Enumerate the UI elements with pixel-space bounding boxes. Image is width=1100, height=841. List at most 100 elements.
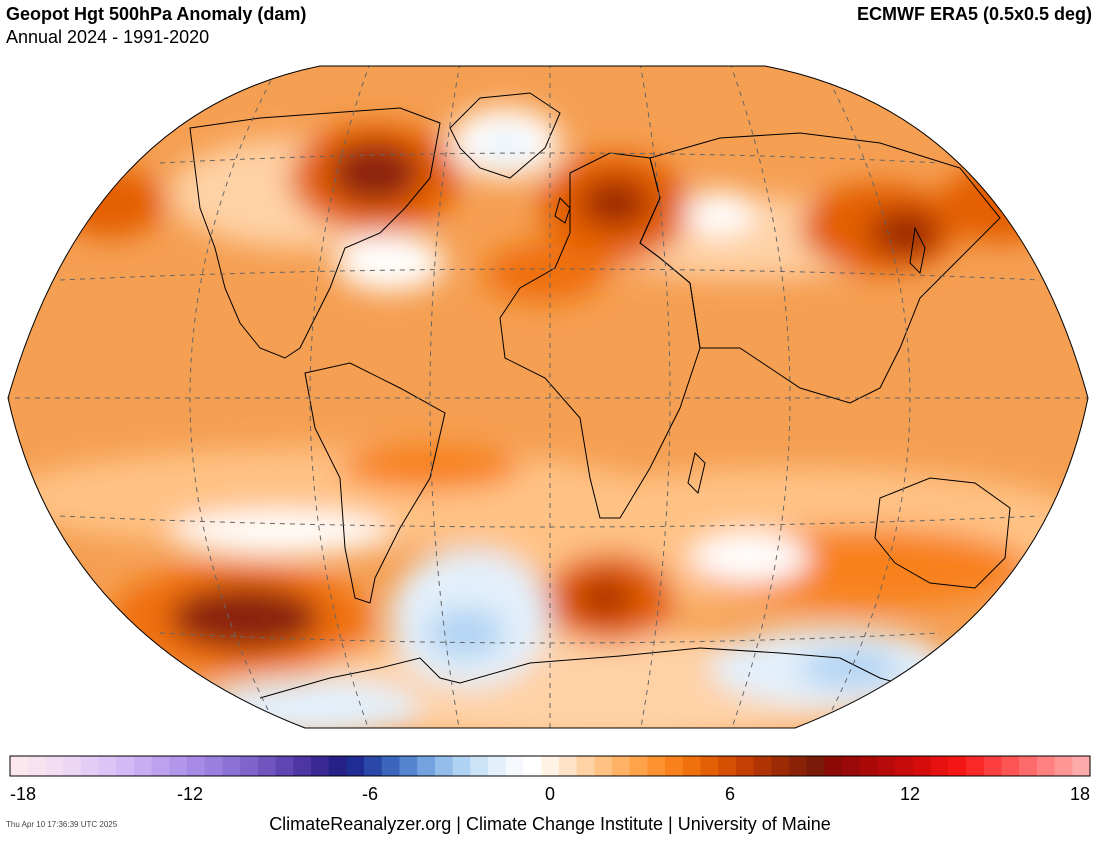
colorbar-swatch xyxy=(328,756,347,776)
colorbar-swatch xyxy=(187,756,206,776)
anomaly-western-siberia xyxy=(685,191,755,235)
colorbar-swatch xyxy=(275,756,294,776)
colorbar-swatch xyxy=(842,756,861,776)
credits-text: ClimateReanalyzer.org | Climate Change I… xyxy=(269,814,831,834)
south-america-outline xyxy=(304,362,446,604)
colorbar-swatch xyxy=(364,756,383,776)
colorbar-tick-label: 12 xyxy=(900,784,920,804)
australia-outline xyxy=(874,477,1011,589)
graticule xyxy=(8,66,1088,728)
colorbar-swatch xyxy=(1001,756,1020,776)
colorbar-swatch xyxy=(647,756,666,776)
colorbar-swatch xyxy=(240,756,259,776)
colorbar-swatch xyxy=(523,756,542,776)
anomaly-ross-sea-core xyxy=(800,648,900,688)
meridian-line xyxy=(729,66,791,728)
new-zealand-outline xyxy=(1014,576,1036,619)
madagascar-outline xyxy=(687,452,706,494)
colorbar-swatch xyxy=(1019,756,1038,776)
colorbar-swatch xyxy=(257,756,277,776)
colorbar-swatch xyxy=(434,756,454,776)
colorbar-tick-label: 18 xyxy=(1070,784,1090,804)
colorbar-swatch xyxy=(771,756,790,776)
anomaly-map xyxy=(7,65,1089,729)
anomaly-northern-europe-core xyxy=(580,178,650,228)
colorbar-swatch xyxy=(735,756,755,776)
colorbar-swatch xyxy=(983,756,1003,776)
colorbar-frame xyxy=(9,755,1091,777)
colorbar-swatch xyxy=(133,756,153,776)
colorbar-swatch xyxy=(505,756,525,776)
colorbar-tick-label: 0 xyxy=(545,784,555,804)
colorbar-swatch xyxy=(488,756,507,776)
greenland-outline xyxy=(449,92,561,179)
colorbar-swatch xyxy=(80,756,100,776)
meridian-line xyxy=(189,66,281,728)
colorbar-swatch xyxy=(895,756,914,776)
colorbar-swatch xyxy=(912,756,932,776)
colorbar-swatch xyxy=(576,756,595,776)
colorbar-swatch xyxy=(665,756,684,776)
anomaly-mediterranean xyxy=(485,243,605,303)
uk-outline xyxy=(554,197,571,224)
colorbar-swatch xyxy=(1054,756,1073,776)
anomaly-field xyxy=(8,66,1088,728)
colorbar-swatch xyxy=(151,756,170,776)
colorbar-swatch xyxy=(169,756,188,776)
colorbar-swatch xyxy=(789,756,808,776)
colorbar: -18 -12 -6 0 6 12 18 xyxy=(9,755,1091,804)
anomaly-bering-sea xyxy=(940,163,1060,243)
colorbar-swatch xyxy=(346,756,365,776)
anomaly-north-pacific xyxy=(55,168,165,238)
anomaly-hudson-bay-core xyxy=(330,143,420,203)
colorbar-swatch xyxy=(1072,756,1091,776)
anomaly-western-atlantic xyxy=(335,235,445,291)
colorbar-swatch xyxy=(470,756,489,776)
colorbar-swatch xyxy=(98,756,117,776)
colorbar-swatch xyxy=(45,756,64,776)
colorbar-swatch xyxy=(381,756,401,776)
map-title: Geopot Hgt 500hPa Anomaly (dam) xyxy=(6,4,307,24)
colorbar-tick-label: -18 xyxy=(10,784,36,804)
anomaly-amundsen-sea xyxy=(200,678,420,728)
latitude-line xyxy=(59,268,1041,281)
colorbar-swatch xyxy=(629,756,648,776)
colorbar-tick-label: -6 xyxy=(362,784,378,804)
colorbar-swatch xyxy=(293,756,312,776)
colorbar-swatch xyxy=(452,756,471,776)
anomaly-south-america-band xyxy=(340,446,520,490)
anomaly-south-atlantic-core xyxy=(575,576,635,620)
antarctica-outline xyxy=(259,647,951,699)
colorbar-swatch xyxy=(718,756,737,776)
colorbar-swatch xyxy=(930,756,949,776)
meridian-line xyxy=(309,66,371,728)
colorbar-swatch xyxy=(859,756,879,776)
colorbar-swatch xyxy=(10,756,29,776)
colorbar-swatch xyxy=(541,756,560,776)
map-subtitle: Annual 2024 - 1991-2020 xyxy=(6,27,210,47)
globe-border xyxy=(7,65,1089,729)
colorbar-swatch xyxy=(700,756,719,776)
colorbar-swatch xyxy=(116,756,135,776)
colorbar-swatch xyxy=(558,756,578,776)
colorbar-swatch xyxy=(417,756,436,776)
colorbar-swatch xyxy=(222,756,241,776)
north-america-outline xyxy=(189,107,441,359)
colorbar-tick-label: 6 xyxy=(725,784,735,804)
anomaly-japan-korea-core xyxy=(870,208,940,258)
colorbar-swatch xyxy=(594,756,613,776)
render-timestamp: Thu Apr 10 17:36:39 UTC 2025 xyxy=(6,820,118,829)
colorbar-swatch xyxy=(806,756,826,776)
colorbar-swatch xyxy=(310,756,330,776)
colorbar-ticks: -18 -12 -6 0 6 12 18 xyxy=(10,784,1090,804)
colorbar-swatch xyxy=(753,756,772,776)
anomaly-southern-indian xyxy=(690,533,810,583)
anomaly-shading xyxy=(8,108,1088,728)
colorbar-swatch xyxy=(1036,756,1056,776)
colorbar-swatch xyxy=(966,756,985,776)
colorbar-swatch xyxy=(399,756,418,776)
dataset-label: ECMWF ERA5 (0.5x0.5 deg) xyxy=(856,4,1092,24)
colorbar-swatch xyxy=(204,756,224,776)
colorbar-swatch xyxy=(824,756,843,776)
anomaly-weddell-sea-core xyxy=(425,608,505,658)
